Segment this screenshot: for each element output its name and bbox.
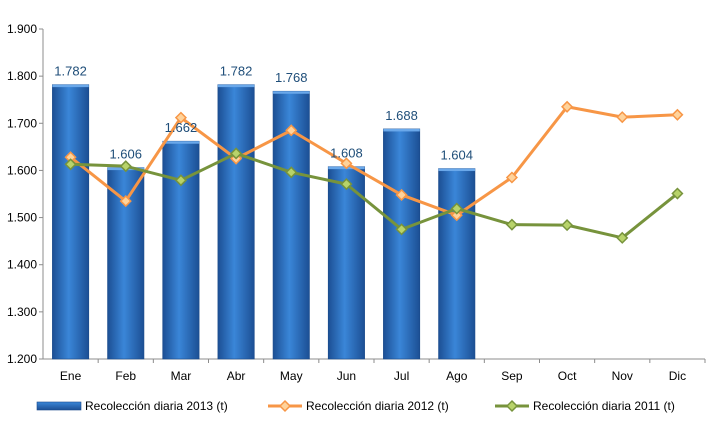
point-marker bbox=[395, 188, 408, 202]
data-labels: 1.782 1.606 1.662 1.782 1.768 1.608 1.688 1.604 bbox=[54, 64, 473, 163]
point-marker bbox=[505, 218, 518, 231]
point-marker bbox=[671, 108, 684, 121]
y-tick-label: 1.800 bbox=[7, 69, 37, 83]
bar bbox=[327, 166, 365, 360]
x-tick-label: Dic bbox=[669, 369, 686, 383]
point-marker bbox=[119, 195, 132, 208]
point-marker bbox=[616, 231, 629, 244]
data-label: 1.782 bbox=[220, 64, 253, 79]
point-marker bbox=[671, 187, 684, 200]
data-label: 1.608 bbox=[330, 146, 363, 161]
legend-marker bbox=[505, 399, 519, 413]
x-tick-label: Jul bbox=[394, 369, 409, 383]
y-tick-label: 1.900 bbox=[7, 22, 37, 36]
point-marker bbox=[616, 111, 629, 124]
legend-marker bbox=[278, 399, 292, 413]
data-label: 1.768 bbox=[275, 70, 308, 85]
point-marker bbox=[174, 174, 187, 187]
y-tick-label: 1.300 bbox=[7, 305, 37, 319]
point-marker bbox=[561, 219, 574, 232]
line-series bbox=[64, 100, 684, 244]
x-tick-label: May bbox=[280, 369, 303, 383]
point-marker bbox=[505, 171, 518, 184]
point-marker bbox=[64, 158, 77, 171]
bar bbox=[217, 84, 255, 360]
legend-label: Recolección diaria 2013 (t) bbox=[85, 399, 228, 413]
data-label: 1.688 bbox=[385, 108, 418, 123]
legend-label: Recolección diaria 2011 (t) bbox=[533, 399, 675, 413]
point-marker bbox=[174, 111, 187, 124]
x-tick-label: Oct bbox=[558, 369, 577, 383]
legend-label: Recolección diaria 2012 (t) bbox=[306, 399, 449, 413]
data-label: 1.782 bbox=[54, 64, 87, 79]
legend: Recolección diaria 2013 (t) Recolección d… bbox=[36, 399, 675, 413]
bar bbox=[438, 168, 476, 360]
bar-top-highlight bbox=[52, 84, 89, 88]
point-marker bbox=[230, 147, 243, 160]
point-marker bbox=[285, 124, 298, 137]
x-tick-label: Jun bbox=[337, 369, 356, 383]
bar bbox=[52, 84, 90, 360]
point-marker bbox=[450, 202, 463, 215]
x-tick-label: Feb bbox=[115, 369, 136, 383]
bar-series-2013 bbox=[52, 84, 476, 360]
line-series-2011 bbox=[70, 151, 679, 240]
y-tick-label: 1.600 bbox=[7, 163, 37, 177]
point-marker bbox=[395, 223, 408, 236]
point-marker bbox=[340, 178, 353, 191]
bar-top-highlight bbox=[438, 168, 475, 172]
y-tick-label: 1.200 bbox=[7, 352, 37, 366]
y-tick-label: 1.400 bbox=[7, 258, 37, 272]
data-label: 1.662 bbox=[165, 120, 198, 135]
point-marker bbox=[561, 100, 574, 113]
point-marker bbox=[119, 160, 132, 173]
data-label: 1.604 bbox=[440, 148, 473, 163]
x-tick-label: Abr bbox=[227, 369, 246, 383]
bar-top-highlight bbox=[217, 84, 255, 88]
bar-top-highlight bbox=[162, 141, 200, 144]
x-tick-label: Nov bbox=[612, 369, 633, 383]
point-marker bbox=[340, 157, 353, 170]
axes: 1.200 1.300 1.400 1.500 1.600 1.700 1.800 1.900… bbox=[7, 22, 706, 383]
bar bbox=[383, 128, 421, 360]
legend-swatch bbox=[36, 401, 82, 411]
line-series-2012 bbox=[69, 105, 678, 217]
point-marker bbox=[285, 166, 298, 179]
x-tick-label: Mar bbox=[171, 369, 192, 383]
x-tick-label: Sep bbox=[501, 369, 523, 383]
point-marker bbox=[450, 209, 463, 222]
x-tick-label: Ene bbox=[60, 369, 82, 383]
y-tick-label: 1.700 bbox=[7, 116, 37, 130]
x-tick-label: Ago bbox=[446, 369, 468, 383]
bar-top-highlight bbox=[383, 128, 420, 132]
bar-top-highlight bbox=[273, 91, 310, 94]
y-tick-label: 1.500 bbox=[7, 211, 37, 225]
data-label: 1.606 bbox=[109, 147, 142, 162]
